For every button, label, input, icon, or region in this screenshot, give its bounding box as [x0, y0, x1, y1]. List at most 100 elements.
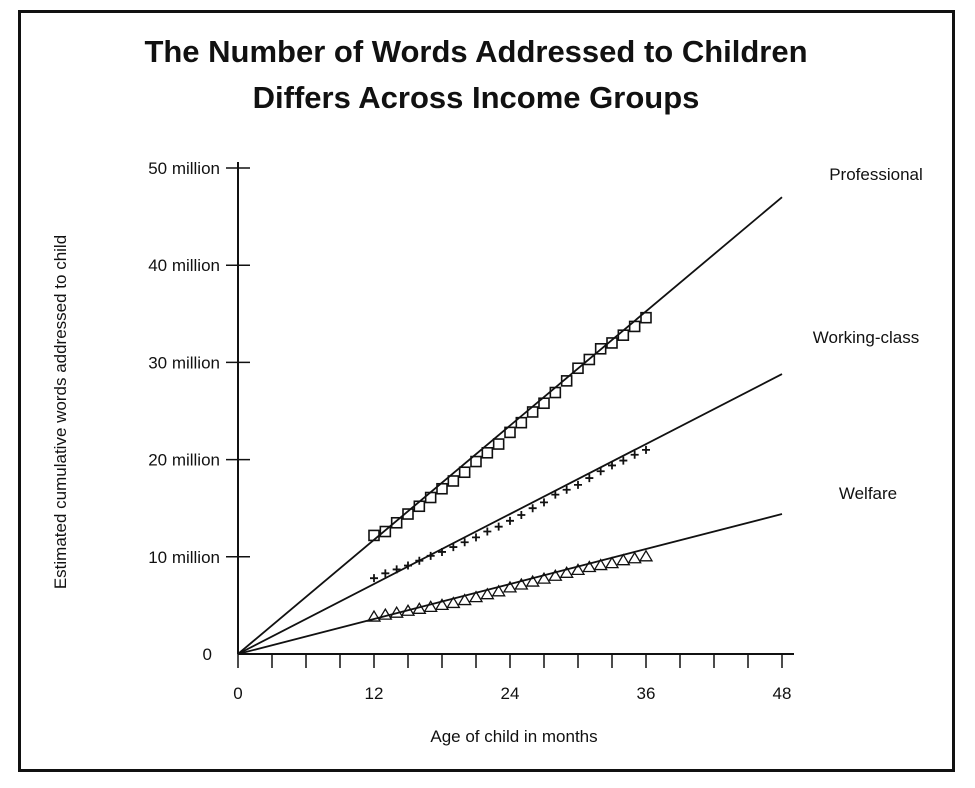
series-label-welfare: Welfare [839, 484, 897, 503]
marker-professional [617, 329, 630, 341]
marker-welfare [570, 563, 586, 576]
marker-welfare [378, 607, 393, 620]
marker-welfare [514, 577, 529, 590]
marker-working-class [574, 480, 582, 489]
y-tick-label: 40 million [148, 256, 220, 275]
marker-welfare [525, 574, 540, 587]
marker-working-class [562, 485, 571, 494]
marker-professional [572, 362, 584, 375]
marker-working-class [585, 474, 594, 483]
marker-welfare [559, 566, 574, 578]
marker-welfare [604, 556, 620, 569]
marker-professional [379, 525, 392, 538]
marker-professional [526, 406, 539, 418]
marker-professional [504, 426, 516, 439]
marker-professional [481, 446, 494, 459]
fit-lines [237, 196, 783, 655]
chart-frame [18, 10, 955, 772]
data-markers [366, 311, 654, 622]
fit-line-professional [237, 196, 783, 655]
marker-welfare [434, 598, 450, 611]
marker-professional [606, 337, 618, 349]
marker-working-class [540, 498, 548, 507]
marker-working-class [619, 456, 628, 465]
marker-professional [458, 466, 471, 479]
marker-working-class [381, 569, 390, 578]
marker-professional [436, 482, 448, 495]
marker-professional [549, 386, 562, 399]
marker-professional [492, 438, 505, 450]
marker-working-class [449, 543, 458, 552]
marker-welfare [502, 580, 518, 593]
marker-professional [583, 353, 596, 366]
y-tick-label: 20 million [148, 451, 220, 470]
marker-welfare [457, 593, 472, 606]
x-tick-label: 24 [501, 684, 520, 703]
marker-working-class [551, 490, 560, 499]
marker-working-class [370, 574, 378, 583]
x-tick-label: 12 [365, 684, 384, 703]
marker-professional [640, 311, 652, 324]
marker-working-class [506, 516, 514, 525]
marker-professional [515, 416, 528, 429]
marker-working-class [404, 561, 412, 570]
marker-welfare [423, 600, 438, 612]
marker-working-class [472, 533, 480, 542]
marker-professional [368, 529, 380, 542]
marker-professional [470, 455, 482, 468]
marker-welfare [627, 551, 642, 564]
marker-professional [424, 491, 437, 504]
marker-welfare [468, 590, 484, 603]
marker-working-class [494, 522, 503, 531]
marker-welfare [536, 571, 552, 584]
x-tick-label: 0 [233, 684, 242, 703]
chart-title-line-1: The Number of Words Addressed to Childre… [144, 34, 807, 69]
y-tick-label: 0 [203, 645, 212, 664]
marker-working-class [392, 565, 401, 574]
series-label-working-class: Working-class [813, 328, 919, 347]
marker-welfare [400, 603, 416, 616]
marker-working-class [596, 467, 605, 476]
fit-line-working-class [237, 373, 783, 655]
marker-welfare [446, 596, 461, 609]
marker-welfare [491, 584, 506, 597]
marker-working-class [438, 547, 446, 556]
marker-professional [390, 516, 403, 529]
marker-welfare [638, 549, 654, 562]
x-axis-label: Age of child in months [430, 727, 597, 746]
marker-professional [560, 375, 573, 387]
marker-professional [538, 397, 550, 410]
marker-working-class [642, 445, 650, 454]
x-tick-label: 48 [773, 684, 792, 703]
marker-professional [447, 475, 460, 487]
marker-welfare [480, 587, 495, 600]
fit-line-welfare [237, 513, 783, 655]
marker-welfare [366, 609, 382, 622]
marker-welfare [582, 560, 597, 573]
series-labels: Professional Working-class Welfare [813, 165, 923, 503]
marker-working-class [460, 538, 469, 547]
marker-working-class [517, 511, 526, 520]
y-tick-label: 10 million [148, 548, 220, 567]
chart-title-line-2: Differs Across Income Groups [253, 80, 700, 115]
marker-welfare [548, 568, 563, 581]
marker-welfare [389, 605, 404, 618]
marker-welfare [616, 553, 631, 566]
marker-professional [402, 508, 414, 520]
marker-working-class [415, 556, 424, 565]
axes: 0 10 million 20 million 30 million 40 millio… [148, 159, 794, 703]
x-tick-label: 36 [637, 684, 656, 703]
y-axis-label: Estimated cumulative words addressed to … [51, 235, 70, 589]
marker-professional [628, 320, 641, 333]
marker-working-class [483, 527, 492, 536]
marker-welfare [593, 558, 608, 571]
marker-working-class [630, 450, 639, 459]
marker-working-class [608, 461, 616, 470]
marker-professional [594, 342, 607, 355]
y-tick-label: 30 million [148, 353, 220, 372]
marker-welfare [412, 602, 427, 614]
series-label-professional: Professional [829, 165, 923, 184]
y-tick-label: 50 million [148, 159, 220, 178]
marker-professional [413, 500, 426, 513]
